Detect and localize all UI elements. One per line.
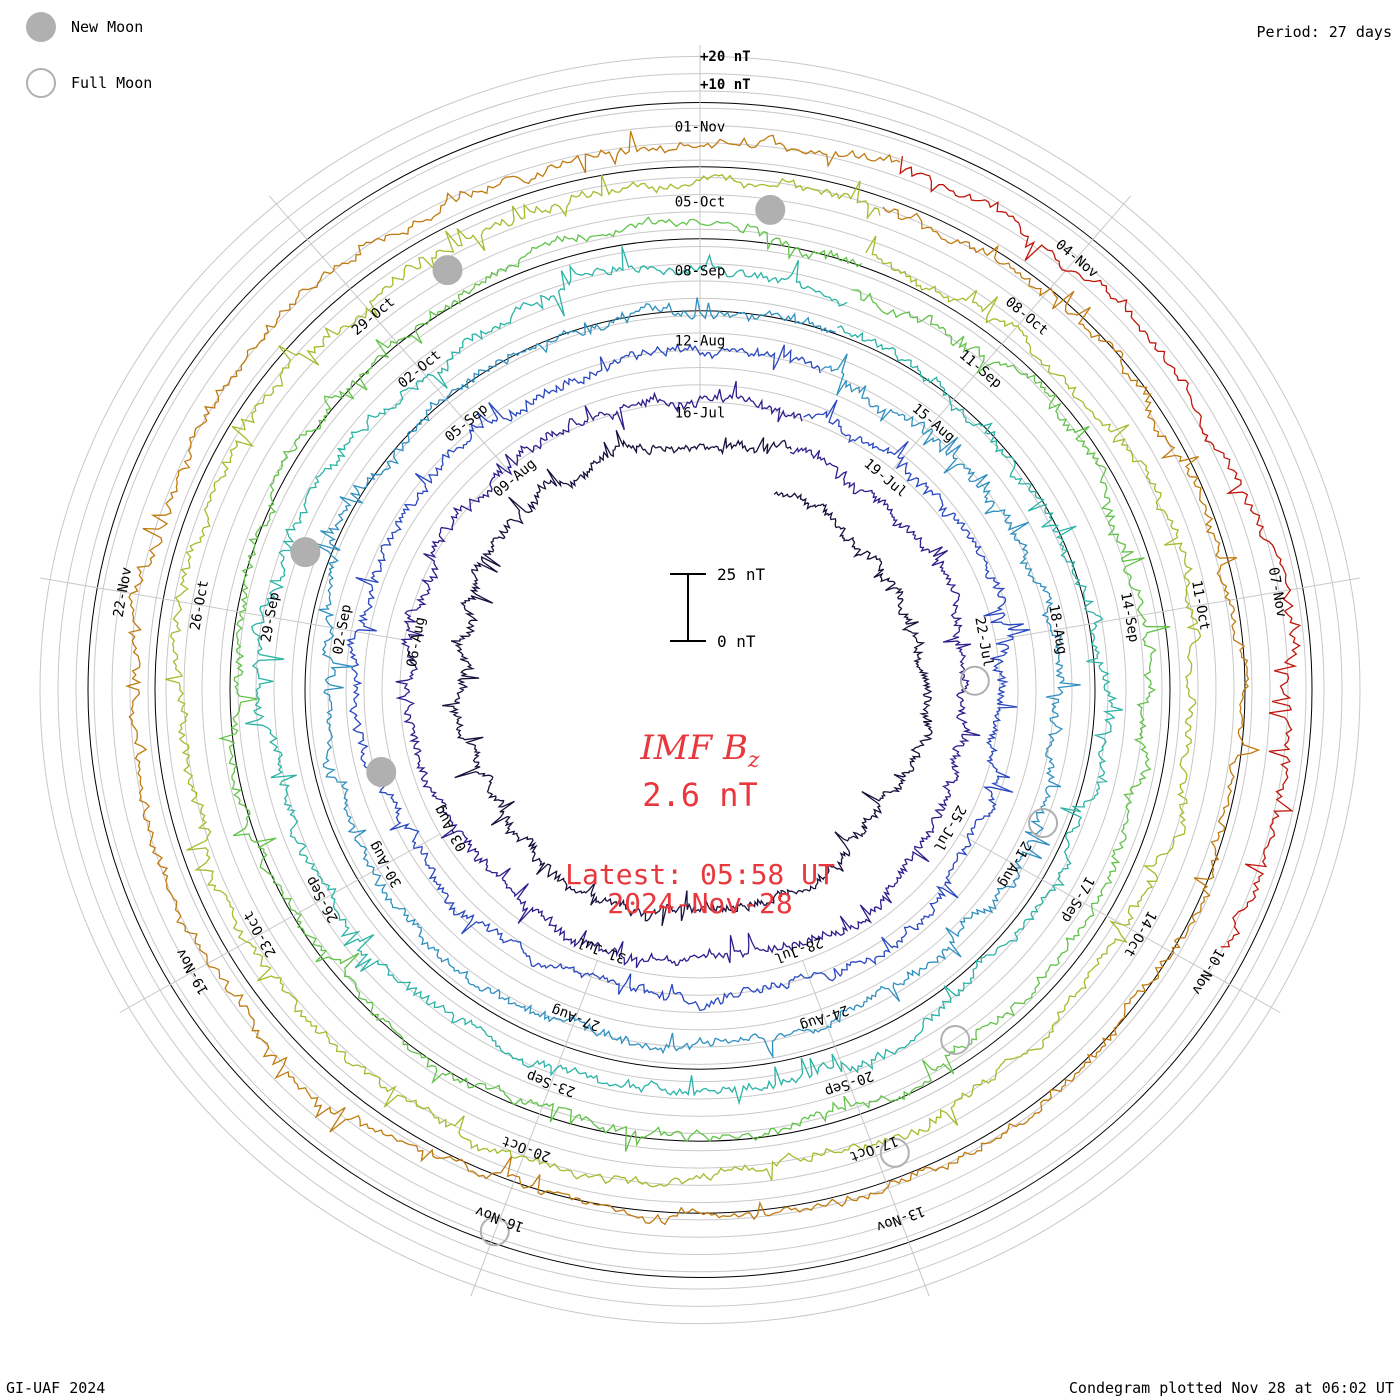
radial-spoke: [40, 577, 405, 641]
imf-title-text: IMF B: [640, 728, 749, 768]
grid-ring: [309, 315, 1091, 1065]
new-moon-marker: [366, 756, 397, 787]
date-label: 05-Sep: [442, 401, 491, 446]
series-line: [245, 246, 1124, 1106]
radial-spokes: [40, 45, 1360, 1297]
footer-timestamp: Condegram plotted Nov 28 at 06:02 UT: [1068, 1379, 1394, 1397]
date-label: 13-Nov: [874, 1202, 927, 1234]
series-line: [218, 216, 1171, 1152]
legend-full-moon: Full Moon: [26, 68, 152, 98]
date-label: 05-Oct: [675, 194, 726, 210]
full-moon-marker: [1028, 808, 1059, 839]
date-label: 11-Sep: [956, 347, 1005, 392]
radial-spoke: [119, 833, 441, 1013]
grid-ring: [273, 280, 1127, 1100]
imf-title: IMF Bz: [0, 728, 1400, 773]
date-label: 27-Aug: [549, 1001, 602, 1033]
grid-ring: [345, 349, 1055, 1031]
latest-line-1: Latest: 05:58 UT: [565, 858, 835, 891]
full-moon-marker: [940, 1024, 971, 1055]
full-moon-icon: [26, 68, 56, 98]
imf-value: 2.6 nT: [642, 776, 758, 814]
date-label: 31-Jul: [575, 934, 628, 966]
date-label: 10-Nov: [1188, 945, 1227, 997]
new-moon-marker: [290, 537, 321, 568]
date-label: 19-Jul: [861, 456, 910, 501]
date-label: 29-Sep: [258, 591, 283, 644]
scale-label-plus10: +10 nT: [700, 77, 751, 93]
scale-label-plus20: +20 nT: [700, 49, 751, 65]
legend-new-moon: New Moon: [26, 12, 143, 42]
radial-spoke: [470, 960, 598, 1297]
date-label: 14-Sep: [1117, 591, 1142, 644]
series-line: [899, 156, 1302, 948]
date-label: 02-Oct: [395, 347, 444, 392]
moon-markers: [290, 194, 1059, 1247]
date-label: 12-Aug: [675, 334, 726, 350]
date-label: 08-Oct: [1002, 294, 1051, 339]
imf-title-subscript: z: [748, 747, 760, 773]
date-label: 20-Sep: [823, 1067, 876, 1099]
date-label: 18-Aug: [1045, 603, 1070, 656]
full-moon-marker: [959, 665, 990, 696]
date-label: 16-Jul: [675, 406, 726, 422]
date-label: 28-Jul: [772, 934, 825, 966]
series-line: [311, 297, 1081, 1059]
radial-spoke: [995, 577, 1360, 641]
new-moon-marker: [755, 194, 786, 225]
date-label: 22-Nov: [111, 566, 136, 619]
date-label: 17-Oct: [847, 1132, 900, 1164]
polar-grid: [39, 55, 1361, 1325]
imf-series: [124, 130, 1302, 1226]
series-line: [395, 381, 981, 969]
new-moon-label: New Moon: [71, 18, 144, 36]
date-label: 08-Sep: [675, 263, 726, 279]
radial-spoke: [802, 960, 930, 1297]
footer-credit: GI-UAF 2024: [6, 1379, 106, 1397]
new-moon-icon: [26, 12, 56, 42]
radial-spoke: [268, 195, 508, 470]
scale-bar-top-label: 25 nT: [717, 565, 766, 584]
new-moon-marker: [432, 255, 463, 286]
date-label: 26-Oct: [187, 579, 212, 632]
latest-line-2: 2024-Nov-28: [607, 887, 793, 920]
full-moon-marker: [879, 1137, 910, 1168]
period-label: Period: 27 days: [1256, 23, 1392, 41]
top-scale-labels: +20 nT +10 nT: [700, 49, 751, 93]
radial-spoke: [959, 833, 1281, 1013]
full-moon-label: Full Moon: [71, 74, 153, 92]
date-label: 01-Nov: [675, 119, 726, 135]
series-line: [442, 430, 933, 926]
series-line: [346, 343, 1030, 1012]
scale-bar: 25 nT 0 nT: [670, 565, 766, 651]
grid-ring: [327, 332, 1073, 1048]
date-label: 19-Nov: [173, 945, 212, 997]
radial-spoke: [892, 195, 1132, 470]
date-label: 11-Oct: [1188, 579, 1213, 632]
series-line: [124, 130, 1261, 1226]
latest-time: Latest: 05:58 UT 2024-Nov-28: [0, 860, 1400, 918]
series-line: [165, 173, 1202, 1188]
date-label: 20-Oct: [500, 1132, 553, 1164]
date-label: 04-Nov: [1052, 237, 1101, 282]
full-moon-marker: [479, 1216, 510, 1247]
scale-bar-bottom-label: 0 nT: [717, 632, 756, 651]
